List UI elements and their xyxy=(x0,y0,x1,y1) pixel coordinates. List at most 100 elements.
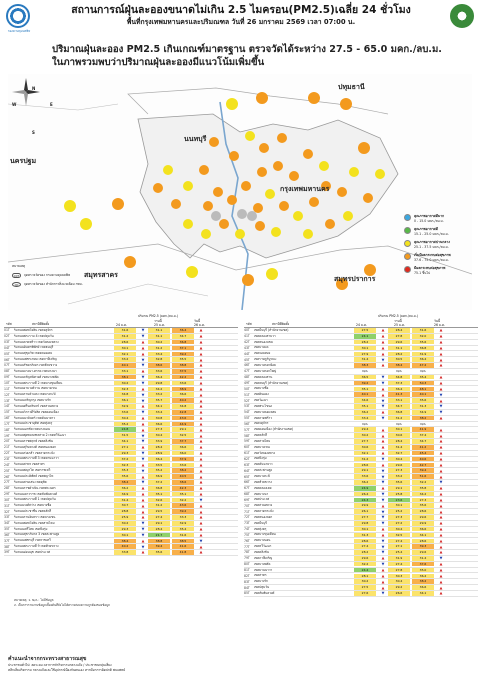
trend-arrow-icon: ▲ xyxy=(199,468,203,473)
trend-arrow-icon: ▲ xyxy=(199,544,203,549)
value-26jan: 37.7 xyxy=(172,439,194,444)
value-25jan: 28.2 xyxy=(388,351,410,357)
value-26jan: 38.5 xyxy=(172,538,194,544)
value-24jan: 30.6 xyxy=(354,445,376,450)
trend-arrow-icon: ▲ xyxy=(381,392,385,397)
value-25jan: 37.3 xyxy=(388,380,410,386)
station-name: เขตตลิ่งชัน xyxy=(254,549,269,554)
station-name: เขตประเวศ xyxy=(254,497,270,502)
station-name: ริมถนนวิภาวดีรังสิต เขตดอนเมือง xyxy=(14,409,59,414)
trend-arrow-icon: ▼ xyxy=(141,410,145,415)
value-26jan: 31.4 xyxy=(412,556,434,561)
value-24jan: 27.1 xyxy=(114,445,136,450)
value-24jan: 31.3 xyxy=(354,532,376,538)
station-id: 02T xyxy=(4,334,10,339)
value-24jan: 36.2 xyxy=(354,480,376,485)
station-name: ริมถนนเสรีไทย เขตบึงกุ่ม xyxy=(14,526,48,531)
value-26jan: 35.6 xyxy=(412,339,434,345)
value-24jan: 30.4 xyxy=(114,415,136,421)
trend-arrow-icon: ▼ xyxy=(439,392,443,397)
note-title: หมายเหตุ xyxy=(12,264,26,268)
trend-arrow-icon: ▲ xyxy=(141,427,145,432)
summary-line-2: ในภาพรวมพบว่าปริมาณฝุ่นละอองมีแนวโน้มเพิ… xyxy=(52,57,265,68)
bma-station-icon: 00 xyxy=(12,282,21,287)
station-name: ริมถนนพหลโยธิน เขตจตุจักร xyxy=(14,327,53,332)
value-26jan: 36.4 xyxy=(172,328,194,333)
value-25jan: 29.1 xyxy=(388,485,410,491)
trend-arrow-icon: ▲ xyxy=(439,351,443,356)
value-26jan: 40.6 xyxy=(412,456,434,462)
value-24jan: 30.2 xyxy=(354,579,376,584)
value-24jan: 29.6 xyxy=(354,556,376,561)
station-id: 66T xyxy=(244,480,250,485)
table-row: 57T เขตดอนเมือง (สำนักงานเขต) 29.4 ▲ 30.1 41.… xyxy=(244,427,478,434)
value-24jan: 26.4 xyxy=(354,491,376,497)
station-id: 19T xyxy=(4,433,10,438)
trend-arrow-icon: ▲ xyxy=(439,363,443,368)
table-row: 34T ริมถนนพหลโยธิน เขตสายไหม 30.2 ▼ 29.1 32.9… xyxy=(4,521,238,527)
table-row: 07T ริมถนนรัชดาภิเษก เขตห้วยขวาง 40.1 ▼ 38.6… xyxy=(4,363,238,369)
table-row: 52T เขตวัฒนา 34.6 ▼ 33.1 35.6 ▲ xyxy=(244,398,478,404)
trend-arrow-icon: ▲ xyxy=(199,416,203,421)
station-name: ริมถนนประดิพัทธ์ เขตพญาไท xyxy=(14,474,54,479)
station-id: 81T xyxy=(244,568,250,573)
trend-arrow-icon: ▼ xyxy=(381,480,385,485)
advice-line-2: หลีกเลี่ยงกิจกรรม กลางแจ้งและใช้อุปกรณ์ป… xyxy=(8,668,126,672)
trend-arrow-icon: ▼ xyxy=(439,404,443,409)
station-name: ริมถนนเยาวราช เขตสัมพันธวงศ์ xyxy=(14,491,57,496)
label-samutsakhon: สมุทรสาคร xyxy=(84,271,118,279)
station-id: 42T xyxy=(244,340,250,345)
station-id: 17T xyxy=(4,421,10,426)
value-24jan: 27.7 xyxy=(354,439,376,444)
value-24jan: 31.2 xyxy=(114,333,136,339)
trend-arrow-icon: ▼ xyxy=(199,497,203,502)
trend-arrow-icon: ▼ xyxy=(381,509,385,514)
station-name: ริมถนนพระราม 4 เขตปทุมวัน xyxy=(14,333,54,338)
table-row: 18T ริมถนนเอกชัย เขตบางบอน 24.8 ▲ 27.3 29.1 ▲ xyxy=(4,427,238,434)
table-row: 23T ริมถนนพระรามที่ 3 เขตยานนาวา 37.2 ▼ 36.4… xyxy=(4,456,238,463)
title-line-1: สถานการณ์ฝุ่นละอองขนาดไม่เกิน 2.5 ไมครอน… xyxy=(71,4,411,16)
station-id: 38T xyxy=(4,544,10,549)
station-name: ริมถนนศรีนครินทร์ เขตสวนหลวง xyxy=(14,403,59,408)
table-row: 65T เขตบางกะปิ 33.6 ▼ 33.2 51.6 ▲ xyxy=(244,474,478,480)
station-id: 22T xyxy=(4,451,10,456)
value-24jan: N/A xyxy=(354,369,376,374)
table-body: 40T เขตมีนบุรี (สำนักงานเขต) 27.5 ▲ 28.4 31.6… xyxy=(244,328,478,597)
value-26jan: 39.2 xyxy=(172,351,194,357)
trend-arrow-icon: ▲ xyxy=(439,439,443,444)
trend-arrow-icon: ▼ xyxy=(141,375,145,380)
value-26jan: 50.3 xyxy=(412,380,434,386)
station-name: ริมถนนราชพฤกษ์ เขตตลิ่งชัน xyxy=(14,438,53,443)
value-25jan: 34.1 xyxy=(148,404,170,409)
title-line-2: พื้นที่กรุงเทพมหานครและปริมณฑล วันที่ 26… xyxy=(126,18,356,26)
footnote-line-2: 2. เป็นการรายงานข้อมูลเบื้องต้นที่ยังไม่… xyxy=(14,603,110,607)
value-26jan: 51.6 xyxy=(412,474,434,479)
station-name: เขตลาดกระบัง xyxy=(254,509,274,514)
value-26jan: 39.3 xyxy=(412,544,434,549)
station-name: ริมถนนสุขุมวิท เขตคลองเตย xyxy=(14,351,53,356)
value-25jan: 33.5 xyxy=(148,462,170,468)
table-row: 04T ริมถนนอินทรพิทักษ์ เขตธนบุรี 30.1 ▲ 31.2… xyxy=(4,345,238,352)
trend-arrow-icon: ▼ xyxy=(141,334,145,339)
trend-arrow-icon: ▲ xyxy=(199,340,203,345)
trend-arrow-icon: ▲ xyxy=(141,538,145,543)
value-26jan: 35.6 xyxy=(412,503,434,509)
station-name: เขตบางนา xyxy=(254,491,269,496)
trend-arrow-icon: ▲ xyxy=(199,462,203,467)
table-row: 71T เขตลาดกระบัง 26.1 ▼ 25.2 28.6 ▲ xyxy=(244,509,478,515)
value-26jan: 36.6 xyxy=(172,392,194,397)
value-26jan: 38.8 xyxy=(172,363,194,368)
table-header: รหัส สถานีที่ติดตั้ง ปริมาณ PM2.5 (มคก./… xyxy=(4,314,238,328)
value-26jan: 27.3 xyxy=(412,497,434,503)
table-row: 01T ริมถนนพหลโยธิน เขตจตุจักร 31.6 ▼ 31.1 36.… xyxy=(4,328,238,334)
legend-swatch xyxy=(404,227,411,234)
trend-arrow-icon: ▲ xyxy=(439,562,443,567)
value-25jan: 34.2 xyxy=(148,386,170,392)
table-row: 46T เขตบางกอกน้อย 38.3 ▲ 38.4 47.2 ▲ xyxy=(244,363,478,369)
station-id: 09T xyxy=(4,375,10,380)
value-25jan: 38.4 xyxy=(388,363,410,368)
trend-arrow-icon: ▲ xyxy=(439,568,443,573)
station-name: เขตธนบุรี (สำนักงานเขต) xyxy=(254,380,289,385)
station-id: 59T xyxy=(244,439,250,444)
trend-arrow-icon: ▼ xyxy=(381,456,385,461)
